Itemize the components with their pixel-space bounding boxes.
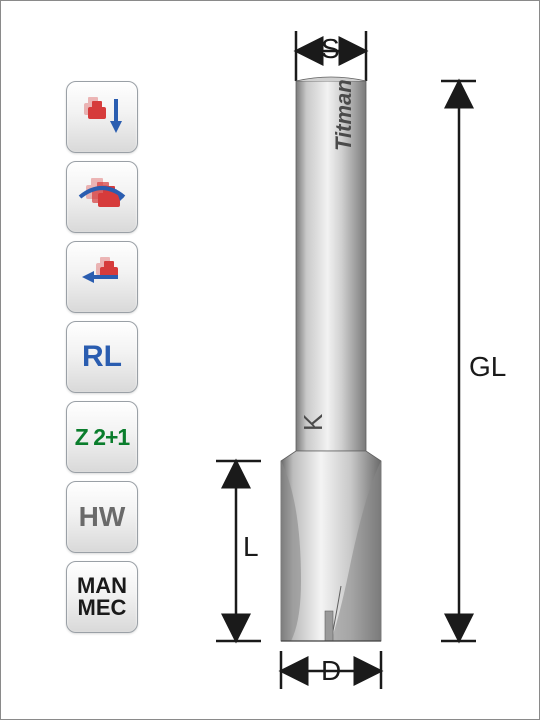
badge-plunge bbox=[66, 81, 138, 153]
badge-z21: Z 2+1 bbox=[66, 401, 138, 473]
dim-gl: GL bbox=[469, 351, 506, 383]
badge-rotary bbox=[66, 161, 138, 233]
dim-s: S bbox=[321, 33, 340, 65]
badge-manmec: MAN MEC bbox=[66, 561, 138, 633]
badge-rl: RL bbox=[66, 321, 138, 393]
svg-text:K: K bbox=[298, 413, 328, 431]
badge-man-text: MAN bbox=[77, 575, 127, 597]
badge-mec-text: MEC bbox=[78, 597, 127, 619]
badge-column: RL Z 2+1 HW MAN MEC bbox=[66, 81, 138, 633]
plunge-icon bbox=[74, 89, 130, 145]
svg-text:Titman: Titman bbox=[331, 79, 356, 151]
tool-diagram: Titman K S GL L D bbox=[201, 21, 521, 701]
rotary-icon bbox=[74, 169, 130, 225]
dim-d: D bbox=[321, 655, 341, 687]
badge-z21-text: Z 2+1 bbox=[75, 424, 129, 451]
badge-lateral bbox=[66, 241, 138, 313]
lateral-icon bbox=[74, 249, 130, 305]
badge-rl-text: RL bbox=[82, 340, 122, 374]
badge-hw: HW bbox=[66, 481, 138, 553]
dim-l: L bbox=[243, 531, 259, 563]
badge-hw-text: HW bbox=[79, 501, 126, 533]
